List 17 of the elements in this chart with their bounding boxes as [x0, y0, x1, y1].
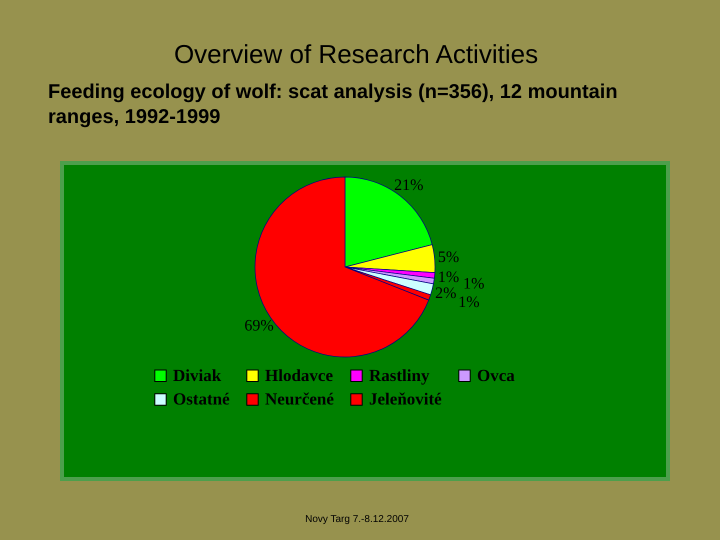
data-label: 1% [458, 294, 480, 312]
legend-label: Diviak [173, 366, 222, 385]
data-label: 2% [435, 284, 456, 302]
chart-subtitle: Feeding ecology of wolf: scat analysis (n=356), 12 mountain ranges, 1992-1999 [48, 81, 618, 128]
legend-label: Neurčené [265, 390, 334, 408]
legend-label: Rastliny [369, 366, 430, 385]
data-label: 69% [244, 317, 274, 334]
data-label: 21% [394, 176, 424, 194]
legend-label: Hlodavce [265, 366, 334, 385]
chart-title: Overview of Research Activities [174, 39, 538, 69]
legend-label: Ostatné [173, 390, 230, 408]
text: Novy Targ 7.-8.12.2007 [305, 514, 410, 525]
data-label: 1% [438, 268, 460, 286]
data-label: 1% [463, 275, 484, 292]
legend-label: Ovca [477, 366, 516, 385]
data-label: 5% [438, 249, 460, 266]
legend-label: Jeleňovité [369, 390, 442, 408]
